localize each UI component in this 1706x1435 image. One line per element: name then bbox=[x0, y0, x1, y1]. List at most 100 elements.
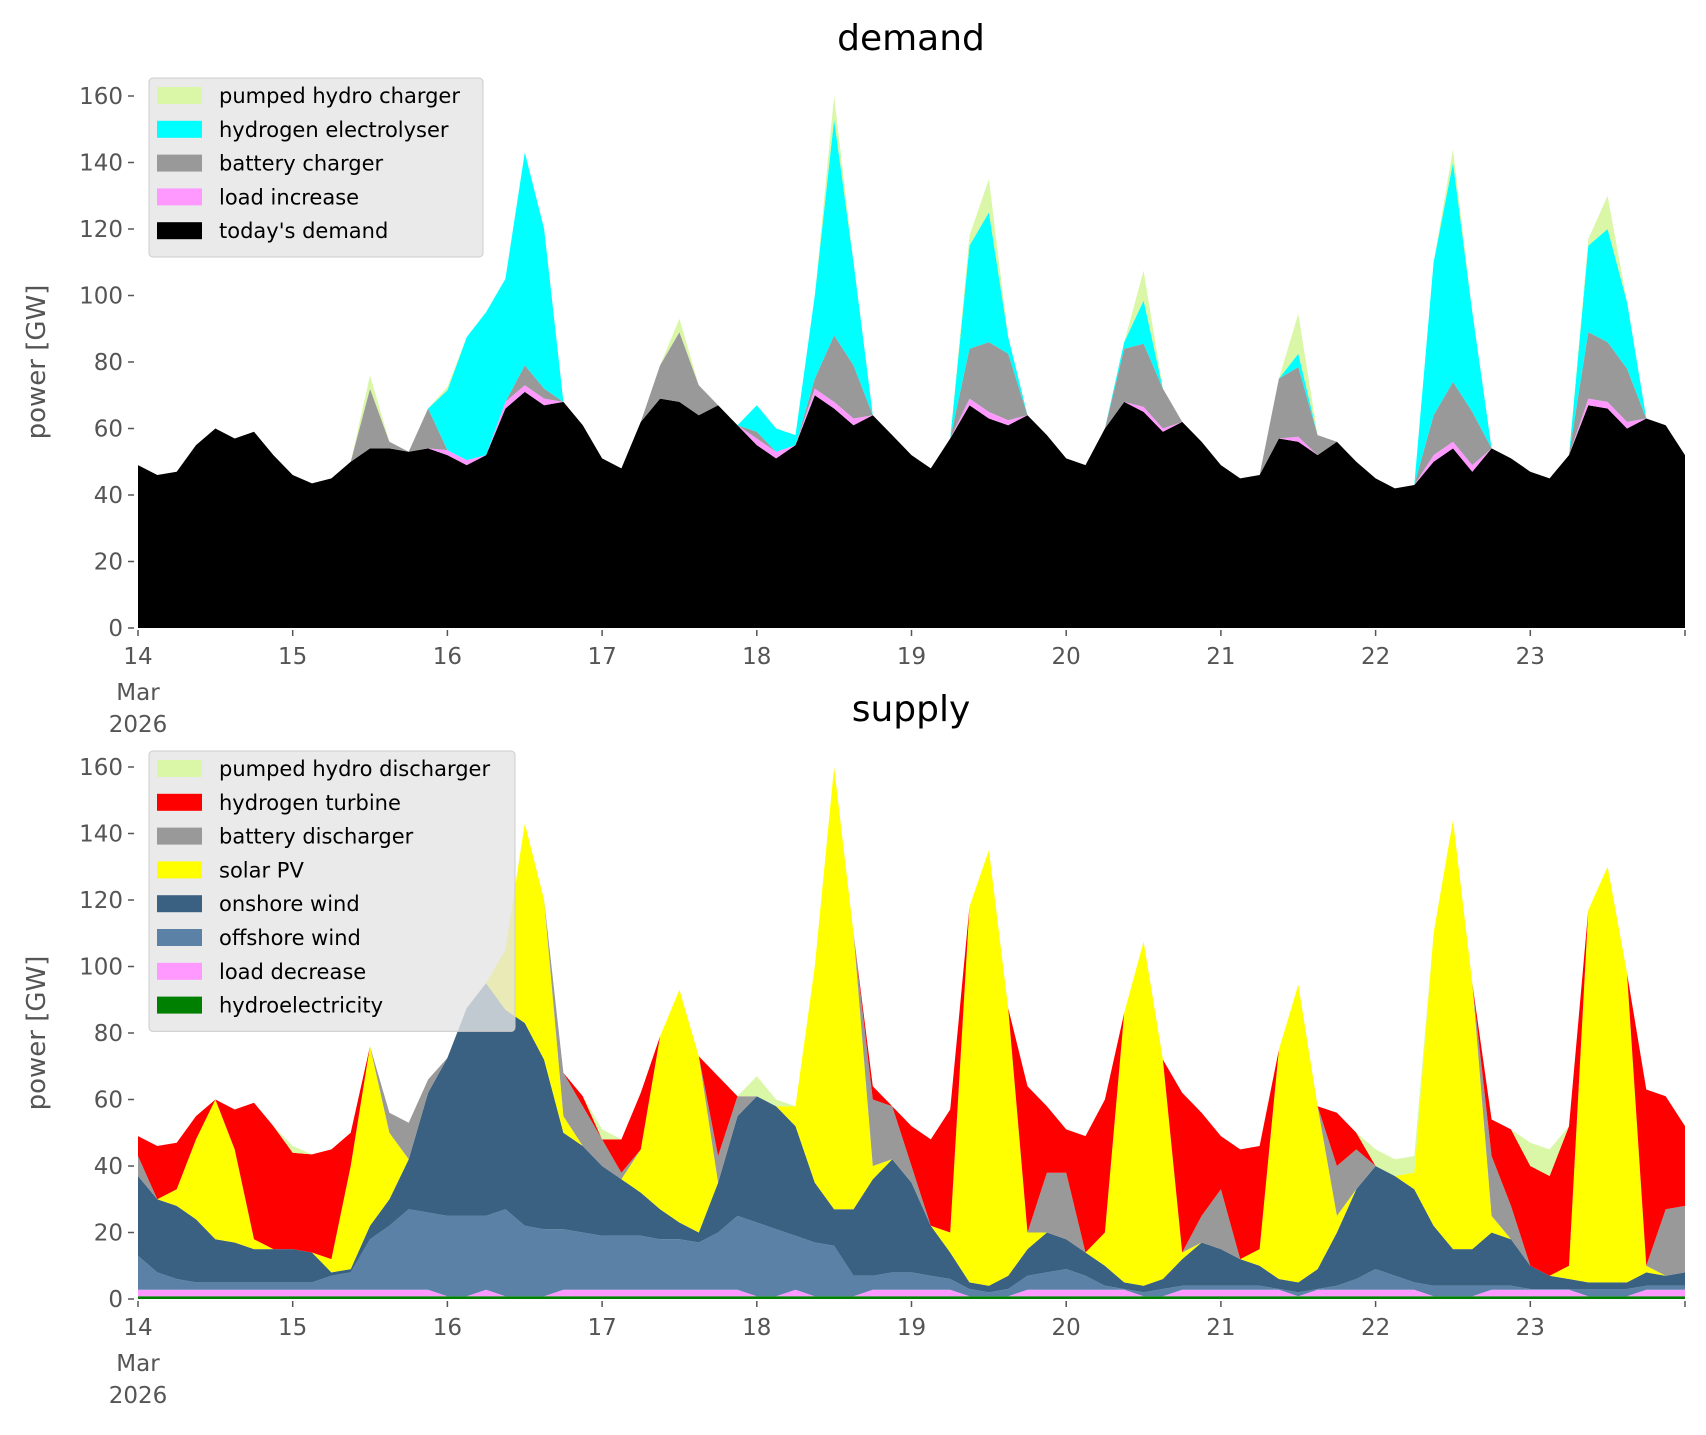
legend-label: pumped hydro charger bbox=[219, 84, 460, 108]
area-battery-charger bbox=[138, 332, 1685, 489]
legend-swatch bbox=[157, 861, 202, 879]
legend-label: hydrogen electrolyser bbox=[219, 118, 449, 142]
legend-item: hydrogen turbine bbox=[157, 791, 401, 815]
demand-chart: demand power [GW] 0 20 40 60 80 100 120 140 160 1… bbox=[22, 18, 1686, 738]
legend-label: onshore wind bbox=[219, 892, 360, 916]
legend-swatch bbox=[157, 154, 202, 172]
area-solar-pv bbox=[138, 767, 1685, 1286]
legend-item: pumped hydro charger bbox=[157, 84, 460, 108]
legend-label: hydrogen turbine bbox=[219, 791, 401, 815]
legend-label: load increase bbox=[219, 185, 359, 209]
y-tick-label: 80 bbox=[94, 1021, 123, 1047]
legend-item: solar PV bbox=[157, 858, 304, 882]
legend: pumped hydro charger hydrogen electrolyse… bbox=[148, 77, 484, 258]
area-offshore-wind bbox=[138, 1209, 1685, 1297]
x-tick-label: 21 bbox=[1206, 644, 1235, 670]
legend-swatch bbox=[157, 188, 202, 206]
y-tick-label: 0 bbox=[108, 616, 123, 642]
y-tick-label: 80 bbox=[94, 350, 123, 376]
x-tick-label: 15 bbox=[278, 644, 307, 670]
legend-swatch bbox=[157, 996, 202, 1014]
stacked-areas bbox=[138, 767, 1685, 1299]
y-tick-label: 120 bbox=[79, 217, 123, 243]
stacked-areas bbox=[138, 96, 1685, 628]
x-tick-label: 18 bbox=[742, 644, 771, 670]
x-tick-label: 16 bbox=[433, 644, 462, 670]
x-tick-label: 22 bbox=[1361, 1315, 1390, 1341]
x-tick-label: 17 bbox=[587, 644, 616, 670]
legend-swatch bbox=[157, 793, 202, 811]
y-axis-label: power [GW] bbox=[22, 285, 52, 440]
legend-swatch bbox=[157, 962, 202, 980]
legend-item: onshore wind bbox=[157, 892, 360, 916]
y-tick-label: 160 bbox=[79, 755, 123, 781]
x-tick-sublabel: Mar bbox=[116, 1351, 160, 1377]
legend-swatch bbox=[157, 87, 202, 104]
y-tick-label: 0 bbox=[108, 1287, 123, 1313]
area-hydroelectricity bbox=[138, 1296, 1685, 1299]
y-tick-label: 60 bbox=[94, 417, 123, 443]
legend-swatch bbox=[157, 760, 202, 777]
x-tick-label: 15 bbox=[278, 1315, 307, 1341]
legend-item: offshore wind bbox=[157, 926, 361, 950]
legend-item: load decrease bbox=[157, 960, 366, 984]
area-hydrogen-turbine bbox=[138, 767, 1685, 1276]
area-hydrogen-electrolyser bbox=[138, 119, 1685, 489]
legend-label: today's demand bbox=[219, 219, 388, 243]
legend-item: load increase bbox=[157, 185, 359, 209]
legend-item: battery charger bbox=[157, 152, 384, 176]
y-tick-label: 120 bbox=[79, 888, 123, 914]
x-tick-label: 22 bbox=[1361, 644, 1390, 670]
x-tick-label: 20 bbox=[1052, 1315, 1081, 1341]
x-tick-label: 14 bbox=[123, 1315, 152, 1341]
y-tick-label: 60 bbox=[94, 1088, 123, 1114]
x-tick-label: 14 bbox=[123, 644, 152, 670]
x-tick-sublabel: Mar bbox=[116, 680, 160, 706]
chart-title: demand bbox=[837, 18, 985, 59]
x-tick-label: 16 bbox=[433, 1315, 462, 1341]
y-tick-label: 40 bbox=[94, 483, 123, 509]
supply-chart: supply power [GW] 0 20 40 60 80 100 120 140 160 1… bbox=[22, 689, 1686, 1409]
legend-swatch bbox=[157, 929, 202, 946]
legend-item: hydroelectricity bbox=[157, 994, 383, 1018]
legend-box bbox=[148, 750, 516, 1032]
x-tick-sublabel: 2026 bbox=[109, 1383, 168, 1409]
y-tick-label: 20 bbox=[94, 1221, 123, 1247]
legend-label: battery charger bbox=[219, 152, 384, 176]
legend-label: hydroelectricity bbox=[219, 994, 383, 1018]
x-tick-label: 20 bbox=[1052, 644, 1081, 670]
area-onshore-wind bbox=[138, 983, 1685, 1293]
x-tick-label: 19 bbox=[897, 644, 926, 670]
legend-item: battery discharger bbox=[157, 825, 414, 849]
legend-swatch bbox=[157, 120, 202, 138]
y-tick-label: 140 bbox=[79, 151, 123, 177]
y-tick-label: 40 bbox=[94, 1154, 123, 1180]
legend-swatch bbox=[157, 222, 202, 240]
x-tick-label: 17 bbox=[587, 1315, 616, 1341]
legend-swatch bbox=[157, 895, 202, 913]
legend-label: pumped hydro discharger bbox=[219, 757, 490, 781]
y-axis-label: power [GW] bbox=[22, 956, 52, 1111]
legend-swatch bbox=[157, 827, 202, 845]
x-tick-label: 19 bbox=[897, 1315, 926, 1341]
y-tick-label: 100 bbox=[79, 284, 123, 310]
x-tick-sublabel: 2026 bbox=[109, 712, 168, 738]
x-tick-label: 23 bbox=[1516, 644, 1545, 670]
area-battery-discharger bbox=[138, 767, 1685, 1276]
chart-title: supply bbox=[852, 689, 971, 730]
legend-item: pumped hydro discharger bbox=[157, 757, 490, 781]
legend-box bbox=[148, 77, 484, 258]
x-tick-label: 18 bbox=[742, 1315, 771, 1341]
legend: pumped hydro discharger hydrogen turbine b… bbox=[148, 750, 516, 1032]
y-tick-label: 160 bbox=[79, 84, 123, 110]
legend-label: load decrease bbox=[219, 960, 366, 984]
y-tick-label: 100 bbox=[79, 955, 123, 981]
y-tick-label: 140 bbox=[79, 822, 123, 848]
x-tick-label: 23 bbox=[1516, 1315, 1545, 1341]
legend-item: today's demand bbox=[157, 219, 388, 243]
legend-item: hydrogen electrolyser bbox=[157, 118, 449, 142]
legend-label: solar PV bbox=[219, 858, 304, 882]
x-tick-label: 21 bbox=[1206, 1315, 1235, 1341]
legend-label: offshore wind bbox=[219, 926, 361, 950]
